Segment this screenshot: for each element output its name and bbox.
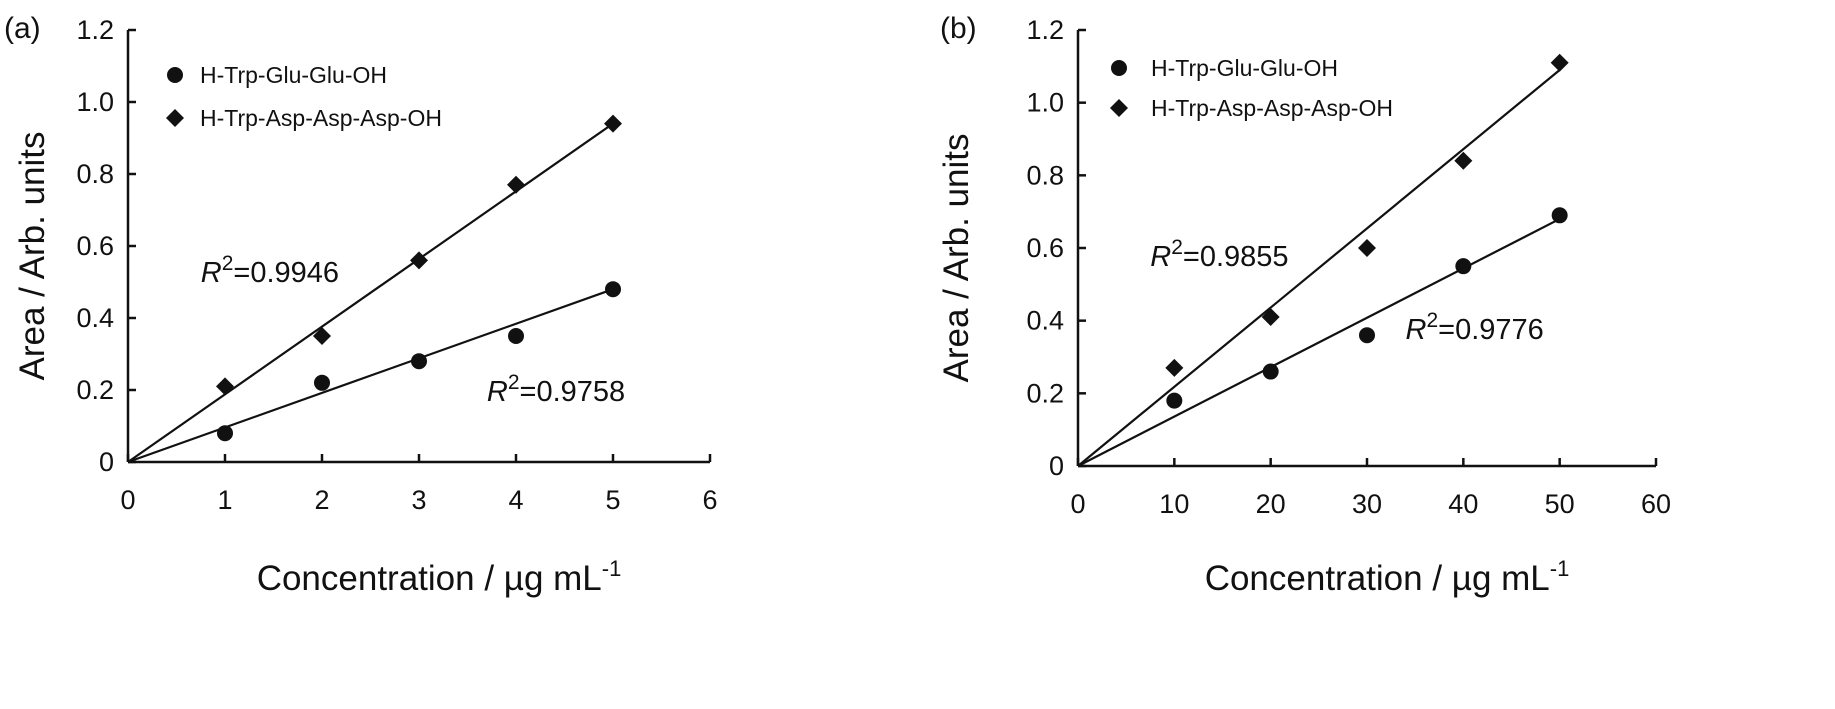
point-a-s0-4	[605, 281, 621, 298]
x-tick-label-b-6: 60	[1641, 489, 1671, 519]
y-axis-label-b: Area / Arb. units	[940, 133, 976, 382]
chart-b-plot-group: (b) 0 0.2 0.4 0.6 0.8 1.0 1.2 0 10 20 30 40 50 60 Area …	[940, 12, 1671, 598]
point-b-s0-0	[1166, 392, 1183, 409]
annotation-sup-b-0: 2	[1171, 236, 1183, 259]
panel-label-b: (b)	[940, 12, 977, 45]
panel-label-a: (a)	[4, 12, 41, 45]
chart-a-svg: (a) 0 0.2 0.4 0.6 0.8 1.0 1.2 0 1 2 3 4 5 6 Area / Arb.…	[4, 12, 718, 598]
y-tick-label-a-5: 1.0	[76, 87, 114, 117]
chart-panel-a: (a) 0 0.2 0.4 0.6 0.8 1.0 1.2 0 1 2 3 4 5 6 Area / Arb.…	[4, 12, 718, 598]
point-a-s1-4	[604, 114, 622, 133]
annotation-value-b-0: =0.9855	[1183, 241, 1289, 273]
annotation-prefix-b-1: R	[1406, 314, 1427, 346]
legend-label-a-1: H-Trp-Asp-Asp-Asp-OH	[200, 105, 442, 131]
point-b-s0-2	[1359, 327, 1375, 344]
y-tick-label-b-2: 0.4	[1026, 306, 1064, 336]
point-b-s1-0	[1165, 358, 1184, 377]
fit-line-a-1	[127, 122, 614, 463]
y-tick-label-b-5: 1.0	[1026, 88, 1064, 118]
y-tick-label-a-0: 0	[99, 447, 114, 477]
x-tick-label-a-6: 6	[702, 485, 717, 515]
x-tick-label-a-5: 5	[605, 485, 620, 515]
y-tick-label-a-1: 0.2	[76, 375, 114, 405]
chart-b-svg: (b) 0 0.2 0.4 0.6 0.8 1.0 1.2 0 10 20 30 40 50 60 Area …	[940, 12, 1671, 598]
y-tick-label-b-3: 0.6	[1026, 233, 1064, 263]
x-tick-label-a-2: 2	[314, 485, 329, 515]
point-a-s1-2	[410, 251, 428, 270]
x-axis-label-b: Concentration / µg mL-1	[1205, 556, 1570, 598]
x-axis-label-sup-b: -1	[1550, 556, 1570, 581]
y-tick-label-a-3: 0.6	[76, 231, 114, 261]
legend-marker-a-1	[166, 109, 184, 127]
point-a-s1-3	[507, 175, 525, 194]
fit-line-a-0	[127, 288, 614, 464]
y-tick-label-a-2: 0.4	[76, 303, 114, 333]
y-tick-label-a-6: 1.2	[76, 15, 114, 45]
point-a-s0-1	[314, 374, 330, 391]
annotation-sup-a-1: 2	[508, 371, 520, 394]
r-squared-annotation-a-1: R2=0.9758	[487, 371, 625, 408]
annotation-prefix-a-0: R	[201, 257, 222, 289]
r-squared-annotation-b-1: R2=0.9776	[1406, 309, 1544, 346]
chart-panel-b: (b) 0 0.2 0.4 0.6 0.8 1.0 1.2 0 10 20 30 40 50 60 Area …	[940, 0, 1835, 709]
x-tick-label-b-2: 20	[1256, 489, 1286, 519]
legend-label-b-0: H-Trp-Glu-Glu-OH	[1151, 55, 1338, 81]
x-tick-label-b-0: 0	[1070, 489, 1085, 519]
x-tick-label-b-1: 10	[1159, 489, 1189, 519]
legend-marker-b-1	[1110, 99, 1128, 117]
point-a-s1-1	[313, 327, 331, 345]
x-tick-label-b-3: 30	[1352, 489, 1382, 519]
point-b-s0-4	[1551, 207, 1568, 224]
point-b-s1-4	[1550, 53, 1569, 72]
point-b-s0-1	[1262, 363, 1279, 380]
x-tick-label-a-0: 0	[120, 485, 135, 515]
point-a-s0-3	[508, 328, 524, 344]
legend-marker-a-0	[167, 67, 183, 83]
annotation-prefix-b-0: R	[1150, 241, 1171, 273]
r-squared-annotation-b-0: R2=0.9855	[1150, 236, 1288, 273]
legend-label-b-1: H-Trp-Asp-Asp-Asp-OH	[1151, 95, 1393, 121]
y-axis-label-a: Area / Arb. units	[13, 131, 52, 380]
legend-label-a-0: H-Trp-Glu-Glu-OH	[200, 62, 387, 88]
point-b-s1-1	[1261, 308, 1280, 327]
point-b-s1-3	[1454, 151, 1473, 170]
point-b-s0-3	[1455, 258, 1472, 275]
point-a-s0-2	[411, 353, 427, 370]
x-tick-label-a-1: 1	[217, 485, 232, 515]
annotation-value-b-1: =0.9776	[1438, 314, 1544, 346]
y-tick-label-b-6: 1.2	[1026, 15, 1064, 45]
annotation-sup-b-1: 2	[1426, 309, 1438, 332]
x-axis-label-sup-a: -1	[602, 556, 622, 581]
legend-marker-b-0	[1111, 60, 1127, 76]
annotation-value-a-0: =0.9946	[233, 257, 339, 289]
y-tick-label-a-4: 0.8	[76, 159, 114, 189]
x-tick-label-a-3: 3	[411, 485, 426, 515]
annotation-value-a-1: =0.9758	[520, 376, 626, 408]
annotation-prefix-a-1: R	[487, 376, 508, 408]
point-a-s1-0	[216, 377, 234, 396]
r-squared-annotation-a-0: R2=0.9946	[201, 252, 339, 289]
x-tick-label-b-5: 50	[1545, 489, 1575, 519]
annotation-sup-a-0: 2	[222, 252, 234, 275]
x-tick-label-a-4: 4	[508, 485, 523, 515]
point-b-s1-2	[1358, 239, 1376, 257]
fit-line-b-0	[1077, 217, 1561, 467]
y-tick-label-b-4: 0.8	[1026, 160, 1064, 190]
y-tick-label-b-0: 0	[1049, 451, 1064, 481]
y-tick-label-b-1: 0.2	[1026, 378, 1064, 408]
point-a-s0-0	[217, 425, 233, 442]
x-axis-label-a: Concentration / µg mL-1	[257, 556, 622, 598]
chart-a-plot-group: (a) 0 0.2 0.4 0.6 0.8 1.0 1.2 0 1 2 3 4 5 6 Area / Arb.…	[4, 12, 718, 598]
fit-line-b-1	[1077, 69, 1561, 467]
x-tick-label-b-4: 40	[1448, 489, 1478, 519]
